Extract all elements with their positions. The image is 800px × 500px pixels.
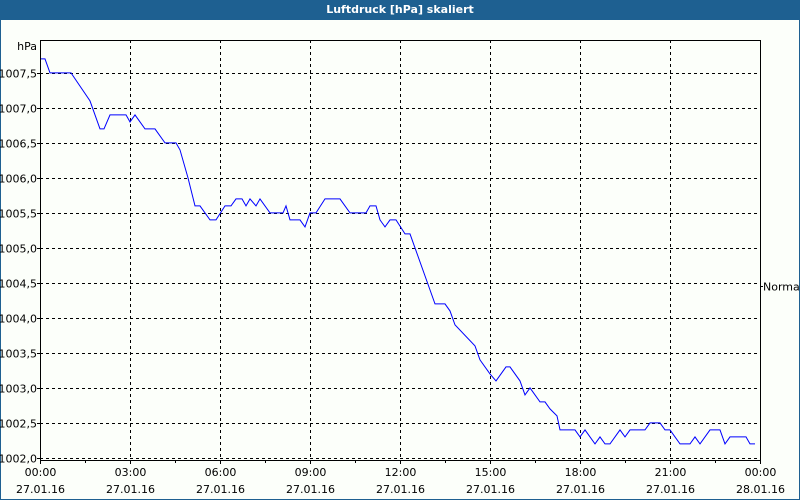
x-tick-time-label: 03:00 [115,466,147,479]
x-tick-date-label: 27.01.16 [556,483,605,496]
y-tick-label: 1003,0 [0,383,37,396]
x-tick-date-label: 27.01.16 [106,483,155,496]
x-tick-time-label: 18:00 [565,466,597,479]
y-tick-label: 1006,0 [0,173,37,186]
x-tick-time-label: 09:00 [295,466,327,479]
x-tick-time-label: 00:00 [745,466,777,479]
x-tick-date-label: 27.01.16 [466,483,515,496]
x-tick-date-label: 28.01.16 [736,483,785,496]
x-tick-date-label: 27.01.16 [376,483,425,496]
x-tick-time-label: 12:00 [385,466,417,479]
x-tick-time-label: 06:00 [205,466,237,479]
y-tick-label: 1007,5 [0,68,37,81]
y-tick-label: 1003,5 [0,348,37,361]
y-tick-label: 1002,0 [0,453,37,466]
x-tick-date-label: 27.01.16 [286,483,335,496]
x-tick-date-label: 27.01.16 [646,483,695,496]
pressure-series-line [40,58,755,445]
x-tick-date-label: 27.01.16 [16,483,65,496]
x-tick-time-label: 21:00 [655,466,687,479]
y-tick-label: 1004,0 [0,313,37,326]
plot-area-border [40,40,761,461]
x-tick-time-label: 00:00 [25,466,57,479]
x-tick-date-label: 27.01.16 [196,483,245,496]
y-tick-label: 1005,5 [0,208,37,221]
y-tick-label: 1004,5 [0,278,37,291]
y-tick-label: 1007,0 [0,103,37,116]
y-tick-label: 1002,5 [0,418,37,431]
y-tick-label: 1005,0 [0,243,37,256]
y-axis-label: hPa [17,40,37,53]
x-tick-time-label: 15:00 [475,466,507,479]
y-tick-label: 1006,5 [0,138,37,151]
reference-label: Normal [763,281,800,294]
chart-title: Luftdruck [hPa] skaliert [0,0,800,20]
